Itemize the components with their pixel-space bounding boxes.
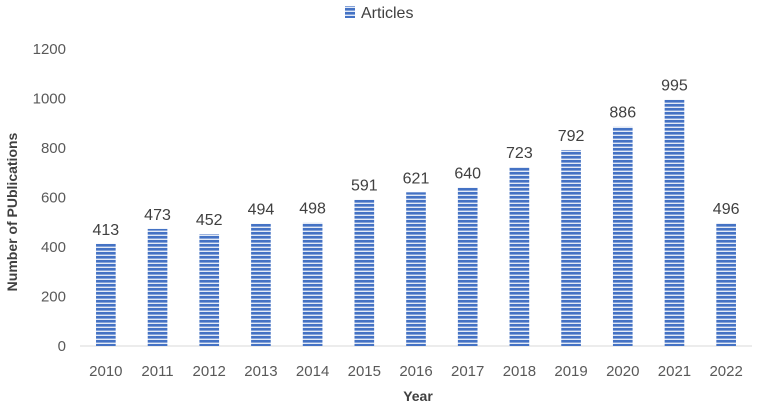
bar-2017: [457, 187, 478, 346]
x-axis-ticks: 2010 2011 2012 2013 2014 2015 2016 2017 2018 2019…: [89, 363, 743, 380]
y-tick-label: 200: [41, 289, 66, 306]
data-label-2022: 496: [713, 201, 740, 218]
data-label-2010: 413: [92, 222, 119, 239]
y-tick-label: 800: [41, 140, 66, 157]
x-tick-label: 2015: [348, 363, 381, 380]
y-tick-label: 1000: [33, 91, 66, 108]
bars: [96, 99, 736, 346]
x-tick-label: 2018: [503, 363, 536, 380]
x-tick-label: 2014: [296, 363, 329, 380]
bar-2016: [406, 192, 426, 346]
x-tick-label: 2020: [606, 363, 639, 380]
y-tick-label: 400: [41, 239, 66, 256]
x-tick-label: 2019: [554, 363, 587, 380]
x-tick-label: 2016: [399, 363, 432, 380]
x-tick-label: 2021: [658, 363, 691, 380]
y-tick-label: 1200: [33, 41, 66, 58]
data-labels: 413 473 452 494 498 591 621 640 723 792 886 995 496: [92, 78, 739, 239]
data-label-2015: 591: [351, 178, 378, 195]
bar-2010: [96, 243, 116, 346]
x-tick-label: 2013: [244, 363, 277, 380]
data-label-2019: 792: [558, 128, 585, 145]
legend: Articles: [345, 5, 413, 22]
data-label-2017: 640: [454, 166, 481, 183]
data-label-2014: 498: [299, 201, 326, 218]
bar-2021: [664, 99, 685, 346]
y-axis-title: Number of PUblications: [4, 132, 20, 291]
data-label-2012: 452: [196, 212, 223, 229]
bar-2011: [147, 228, 168, 346]
data-label-2013: 494: [248, 202, 275, 219]
bar-2019: [561, 149, 581, 346]
x-tick-label: 2011: [141, 363, 173, 380]
bar-2020: [612, 126, 633, 346]
bar-2014: [302, 222, 323, 346]
bar-2022: [716, 223, 736, 346]
legend-label: Articles: [361, 5, 413, 22]
data-label-2021: 995: [661, 78, 688, 95]
bar-2013: [251, 223, 271, 346]
x-tick-label: 2010: [89, 363, 122, 380]
x-tick-label: 2022: [709, 363, 742, 380]
data-label-2020: 886: [609, 105, 636, 122]
bar-2018: [509, 167, 530, 346]
data-label-2011: 473: [144, 207, 171, 224]
y-tick-label: 0: [58, 338, 66, 355]
data-label-2016: 621: [403, 170, 430, 187]
y-tick-label: 600: [41, 190, 66, 207]
y-axis-ticks: 0 200 400 600 800 1000 1200: [33, 41, 66, 355]
bar-2012: [199, 234, 220, 346]
x-axis-title: Year: [403, 388, 433, 404]
bar-2015: [354, 199, 375, 346]
legend-swatch: [345, 6, 355, 18]
x-tick-label: 2017: [451, 363, 484, 380]
data-label-2018: 723: [506, 145, 533, 162]
x-tick-label: 2012: [193, 363, 226, 380]
